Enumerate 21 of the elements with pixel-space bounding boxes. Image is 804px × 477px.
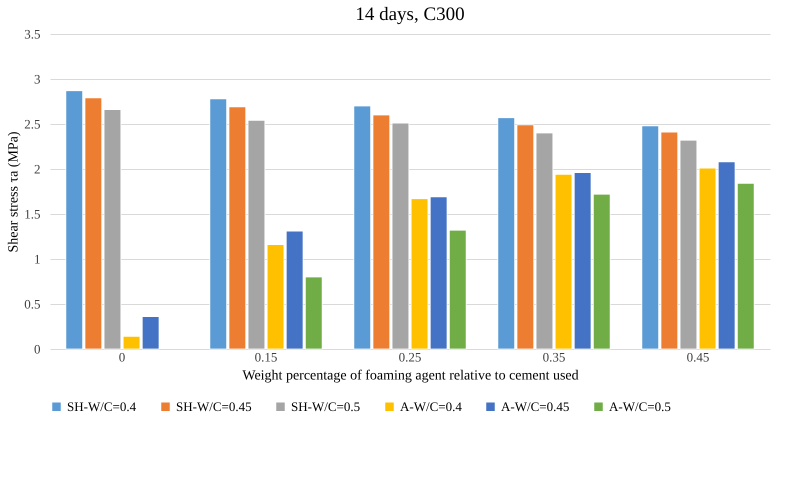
x-tick-label: 0.25 xyxy=(398,350,422,364)
legend-label: A-W/C=0.4 xyxy=(400,398,462,414)
y-tick-label: 1.5 xyxy=(24,206,40,222)
x-tick-label: 0 xyxy=(118,350,126,364)
legend-label: A-W/C=0.5 xyxy=(609,398,671,414)
legend-label: A-W/C=0.45 xyxy=(501,398,570,414)
x-tick-label: 0.45 xyxy=(686,350,710,364)
y-tick-label: 3.5 xyxy=(24,26,40,42)
x-axis-title: Weight percentage of foaming agent relative to cement used xyxy=(242,368,579,384)
y-tick-label: 2.5 xyxy=(24,116,40,132)
x-tick-label: 0.35 xyxy=(542,350,566,364)
x-tick-label: 0.15 xyxy=(254,350,278,364)
y-tick-label: 0.5 xyxy=(24,296,40,312)
legend-label: SH-W/C=0.45 xyxy=(176,398,252,414)
legend-label: SH-W/C=0.4 xyxy=(67,398,137,414)
y-tick-label: 3 xyxy=(34,72,40,86)
chart-title: 14 days, C300 xyxy=(355,4,465,25)
y-axis-title: Shear stress τa (MPa) xyxy=(6,131,22,253)
y-tick-label: 2 xyxy=(34,162,40,176)
legend-label: SH-W/C=0.5 xyxy=(291,398,360,414)
y-tick-label: 1 xyxy=(34,252,40,266)
